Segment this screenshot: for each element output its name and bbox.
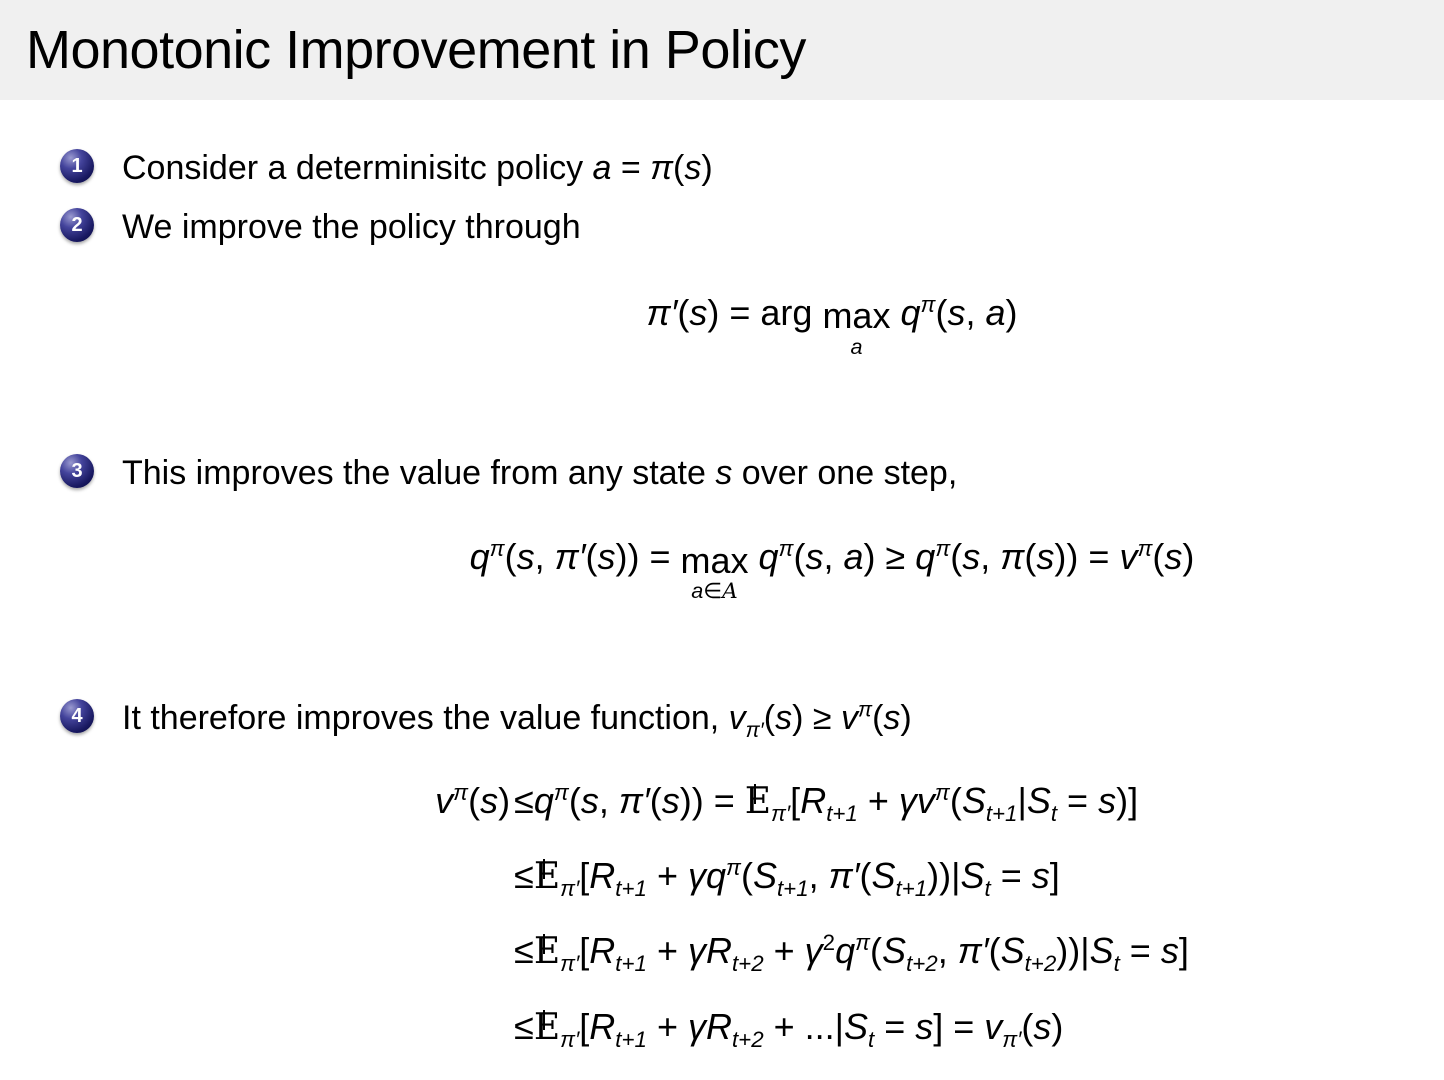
derivation-lhs: vπ(s) (435, 780, 511, 822)
derivation-grid: vπ(s) ≤qπ(s, π′(s)) = Eπ′[Rt+1 + γvπ(St+… (435, 775, 1189, 1054)
equation-derivation-block: vπ(s) ≤qπ(s, π′(s)) = Eπ′[Rt+1 + γvπ(St+… (60, 775, 1424, 1054)
derivation-line-4: ≤Eπ′[Rt+1 + γRt+2 + ...|St = s] = vπ′(s) (514, 1001, 1189, 1054)
bullet-number-3-icon: 3 (60, 454, 94, 489)
bullet-item-1: 1 Consider a determinisitc policy a = π(… (60, 146, 1424, 191)
equation-one-step-improvement: qπ(s, π′(s)) = max a∈A qπ(s, a) ≥ qπ(s, π… (469, 535, 1195, 605)
bullet-item-4: 4 It therefore improves the value functi… (60, 696, 1424, 741)
bullet-number-4-icon: 4 (60, 699, 94, 734)
derivation-line-3: ≤Eπ′[Rt+1 + γRt+2 + γ2qπ(St+2, π′(St+2))… (514, 925, 1189, 978)
slide-content: 1 Consider a determinisitc policy a = π(… (0, 100, 1444, 1054)
bullet-number-2-icon: 2 (60, 207, 94, 242)
derivation-line-1: ≤qπ(s, π′(s)) = Eπ′[Rt+1 + γvπ(St+1|St =… (514, 775, 1189, 828)
derivation-lhs-empty-2 (435, 850, 514, 903)
derivation-lhs-empty-3 (435, 925, 514, 978)
bullet-4-text: It therefore improves the value function… (122, 698, 912, 742)
slide-title-bar: Monotonic Improvement in Policy (0, 0, 1444, 100)
bullet-2-text: We improve the policy through (122, 207, 581, 246)
equation-policy-improvement: π′(s) = arg max a qπ(s, a) (646, 291, 1018, 360)
derivation-lhs-empty-4 (435, 1001, 514, 1054)
page-title: Monotonic Improvement in Policy (26, 20, 806, 80)
bullet-1-text: Consider a determinisitc policy a = π(s) (122, 149, 713, 187)
bullet-number-1-icon: 1 (60, 149, 94, 183)
bullet-item-3: 3 This improves the value from any state… (60, 451, 1424, 496)
bullet-item-2: 2 We improve the policy through (60, 205, 1424, 250)
bullet-3-text: This improves the value from any state s… (122, 454, 958, 493)
derivation-line-2: ≤Eπ′[Rt+1 + γqπ(St+1, π′(St+1))|St = s] (514, 850, 1189, 903)
